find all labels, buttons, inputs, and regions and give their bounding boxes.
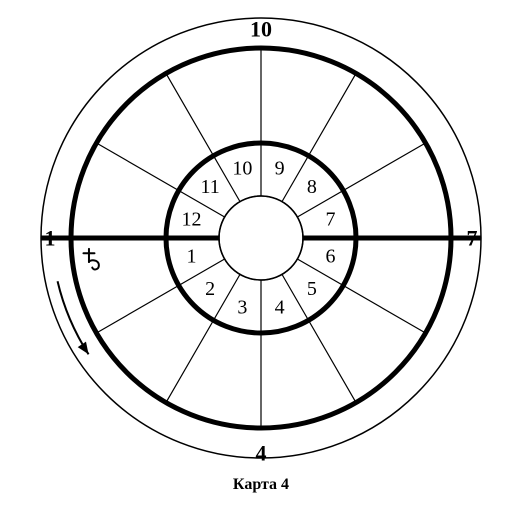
cardinal-label: 10	[250, 17, 272, 42]
sector-number: 3	[237, 297, 247, 319]
sector-number: 12	[181, 208, 201, 230]
cardinal-label: 7	[467, 226, 478, 251]
sector-number: 5	[307, 278, 317, 300]
cardinal-label: 4	[256, 441, 267, 466]
center-fill	[220, 197, 303, 280]
sector-number: 1	[186, 246, 196, 268]
sector-number: 8	[307, 176, 317, 198]
sector-number: 4	[275, 297, 285, 319]
cardinal-label: 1	[45, 226, 56, 251]
sector-number: 11	[200, 176, 219, 198]
sector-number: 6	[326, 246, 336, 268]
caption: Карта 4	[0, 476, 522, 494]
sector-number: 2	[205, 278, 215, 300]
sector-number: 10	[232, 157, 252, 179]
sector-number: 9	[275, 157, 285, 179]
sector-number: 7	[326, 208, 336, 230]
wheel-diagram: 12345678910111217104	[0, 0, 522, 505]
